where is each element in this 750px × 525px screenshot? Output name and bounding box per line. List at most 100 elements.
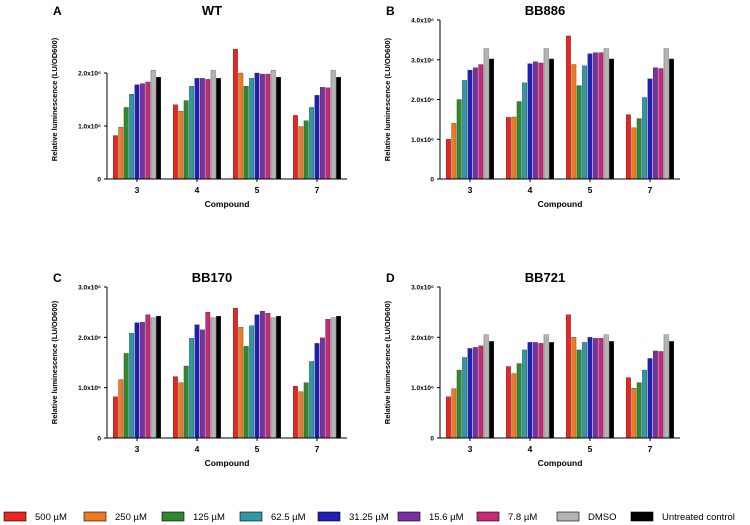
- y-tick-label: 0: [97, 177, 101, 184]
- chart-panel-a: 3 4 5 7 0 1.0x10⁶ 2.0x10⁶ WT A Compound Relative l…: [50, 3, 347, 209]
- bar: [303, 382, 309, 439]
- bar: [199, 329, 205, 439]
- bar: [303, 120, 309, 180]
- bar: [483, 334, 489, 439]
- bar: [123, 353, 129, 439]
- bar: [636, 118, 642, 180]
- bar: [325, 87, 331, 180]
- chart-panel-c: 3 4 5 7 0 1.0x10⁶ 2.0x10⁶ 3.0x10⁶ BB170 C Compound…: [50, 270, 347, 468]
- x-tick-label: 7: [648, 185, 653, 195]
- bar: [189, 338, 195, 439]
- bar: [576, 85, 582, 180]
- bar: [456, 99, 462, 180]
- bar: [511, 116, 517, 180]
- bar: [292, 386, 298, 439]
- x-tick-label: 5: [588, 444, 593, 454]
- y-axis-label: Relative luminescence (LU/OD600): [383, 37, 392, 161]
- bar: [462, 357, 468, 439]
- bar: [216, 316, 222, 439]
- bar: [582, 65, 587, 180]
- bar: [647, 78, 653, 180]
- legend-label: DMSO: [588, 512, 617, 523]
- bar: [172, 376, 178, 439]
- bar: [178, 382, 184, 439]
- bar: [276, 316, 282, 439]
- bar: [516, 101, 522, 180]
- bar: [232, 49, 238, 180]
- y-tick-label: 0: [97, 436, 101, 443]
- chart-title: BB721: [525, 270, 565, 285]
- bar: [522, 82, 527, 180]
- panel-label: B: [386, 4, 395, 18]
- bar: [325, 319, 331, 439]
- bar: [145, 81, 151, 180]
- bar: [172, 104, 178, 180]
- bar: [298, 126, 304, 180]
- panel-label: A: [53, 4, 62, 18]
- bar: [456, 369, 462, 439]
- bar: [309, 107, 315, 180]
- legend-swatch: [161, 511, 185, 522]
- legend-label: 500 µM: [35, 512, 67, 523]
- bar: [631, 127, 637, 180]
- bar: [330, 317, 336, 439]
- bar: [134, 84, 140, 180]
- legend-label: 62.5 µM: [271, 512, 306, 523]
- x-tick-label: 4: [195, 444, 200, 454]
- bar: [543, 48, 549, 180]
- chart-title: WT: [202, 3, 222, 18]
- bar: [451, 388, 457, 439]
- bar: [478, 64, 484, 180]
- bar: [189, 86, 195, 180]
- bar: [582, 342, 587, 439]
- y-axis-label: Relative luminescence (LU/OD600): [50, 37, 59, 161]
- bar: [319, 337, 325, 439]
- bar: [478, 345, 484, 439]
- bar: [533, 342, 538, 439]
- bar: [587, 53, 593, 180]
- y-tick-label: 3.0x10⁶: [411, 285, 434, 292]
- bar: [249, 325, 255, 439]
- bar: [254, 314, 260, 439]
- y-tick-label: 1.0x10⁶: [411, 385, 434, 392]
- bar: [150, 70, 156, 180]
- y-tick-label: 4.0x10⁶: [411, 18, 434, 25]
- bar: [156, 316, 162, 439]
- bar: [178, 111, 184, 180]
- legend-label: 125 µM: [193, 512, 225, 523]
- legend-label: 250 µM: [115, 512, 147, 523]
- y-tick-label: 3.0x10⁶: [78, 285, 101, 292]
- x-tick-label: 4: [528, 444, 533, 454]
- y-tick-label: 0: [430, 436, 434, 443]
- bar: [543, 334, 549, 439]
- bar: [669, 58, 674, 180]
- x-tick-label: 7: [315, 185, 320, 195]
- bar: [642, 369, 647, 439]
- bar: [129, 94, 135, 180]
- y-tick-label: 1.0x10⁶: [411, 137, 434, 144]
- bar: [522, 349, 527, 439]
- legend-swatch: [317, 511, 341, 522]
- bar: [232, 307, 238, 439]
- bar: [462, 80, 468, 180]
- bar: [571, 64, 577, 180]
- bar: [238, 327, 244, 439]
- x-tick-label: 3: [135, 444, 140, 454]
- x-axis-label: Compound: [538, 199, 583, 209]
- bar: [483, 48, 489, 180]
- bar: [145, 314, 151, 439]
- bar: [134, 322, 140, 439]
- legend-label: Untreated control: [662, 512, 735, 523]
- bar: [533, 61, 538, 180]
- bar: [538, 62, 544, 180]
- bar: [276, 77, 282, 180]
- bar: [254, 72, 260, 180]
- bar: [626, 114, 631, 180]
- bar: [587, 337, 593, 439]
- chart-title: BB170: [192, 270, 232, 285]
- y-tick-label: 0: [430, 177, 434, 184]
- y-tick-label: 2.0x10⁶: [78, 335, 101, 342]
- bar: [538, 343, 544, 439]
- bar: [265, 73, 271, 180]
- bar: [205, 79, 211, 180]
